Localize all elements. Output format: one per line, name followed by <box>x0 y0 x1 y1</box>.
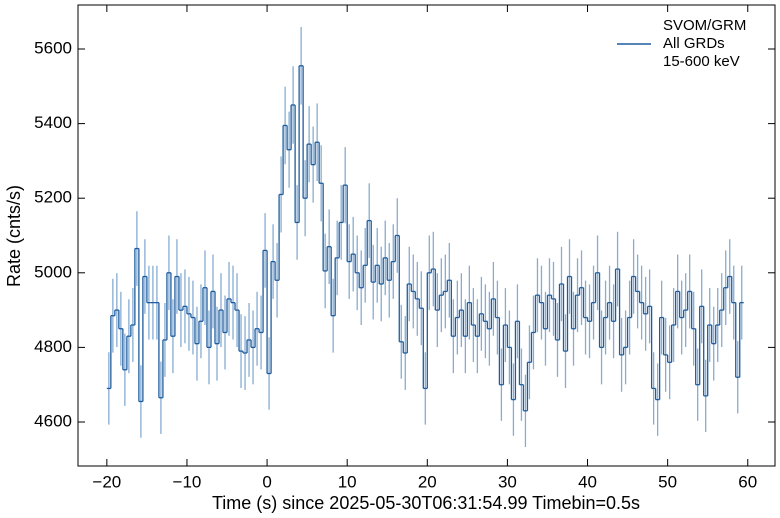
legend-label: SVOM/GRM <box>663 17 746 34</box>
y-tick-label: 4600 <box>34 411 72 430</box>
y-axis-label: Rate (cnts/s) <box>4 185 24 287</box>
legend-label: All GRDs <box>663 35 725 52</box>
legend-label: 15-600 keV <box>663 53 740 70</box>
y-tick-label: 5600 <box>34 38 72 57</box>
x-tick-label: 20 <box>418 472 437 491</box>
y-tick-label: 5200 <box>34 188 72 207</box>
y-tick-label: 4800 <box>34 337 72 356</box>
x-tick-label: 10 <box>338 472 357 491</box>
x-tick-label: 30 <box>498 472 517 491</box>
y-tick-label: 5000 <box>34 262 72 281</box>
x-tick-label: −20 <box>92 472 121 491</box>
step-connector <box>110 65 741 411</box>
x-tick-label: 0 <box>262 472 271 491</box>
plot-frame <box>77 4 776 467</box>
x-tick-label: −10 <box>173 472 202 491</box>
x-tick-label: 40 <box>578 472 597 491</box>
x-tick-label: 60 <box>738 472 757 491</box>
y-tick-label: 5400 <box>34 113 72 132</box>
x-tick-label: 50 <box>658 472 677 491</box>
x-axis-label: Time (s) since 2025-05-30T06:31:54.99 Ti… <box>212 493 640 513</box>
